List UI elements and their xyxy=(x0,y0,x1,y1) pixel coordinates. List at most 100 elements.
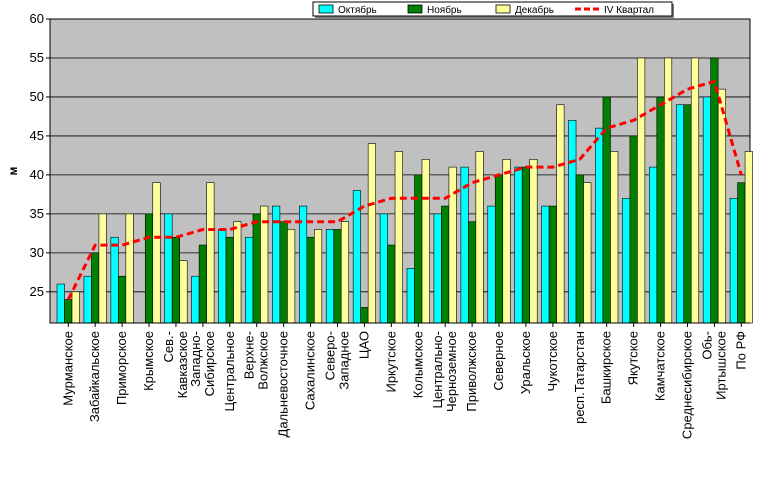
bar-november xyxy=(144,213,154,324)
legend-label-october: Октябрь xyxy=(338,4,377,16)
bar-december xyxy=(233,221,242,324)
bar-october xyxy=(702,96,711,324)
x-tick-label: ЦАО xyxy=(356,331,371,359)
bar-december xyxy=(744,151,753,324)
bar-november xyxy=(656,96,665,324)
legend-swatch-november xyxy=(407,4,423,14)
legend-label-iv-quarter: IV Квартал xyxy=(604,5,654,16)
x-tick-label: Чукотское xyxy=(545,331,560,392)
legend-box xyxy=(312,1,673,17)
x-tick-label-group: Сахалинское xyxy=(303,331,318,410)
bar-november xyxy=(306,236,315,324)
y-tick-label: 50 xyxy=(30,89,44,104)
bar-october xyxy=(433,213,442,324)
x-tick-label: Уральское xyxy=(518,331,533,394)
bar-october xyxy=(245,236,254,324)
bar-november xyxy=(198,244,207,324)
x-tick-label: Башкирское xyxy=(599,331,614,404)
x-tick-label-group: Башкирское xyxy=(599,331,614,404)
bar-december xyxy=(125,213,134,324)
bar-october xyxy=(379,213,388,324)
x-tick-label: Обь- xyxy=(699,331,714,360)
bar-december xyxy=(367,143,376,324)
bar-december xyxy=(448,166,457,324)
bar-december xyxy=(152,182,161,324)
bar-november xyxy=(441,205,450,324)
x-tick-label-group: Якутское xyxy=(626,331,641,385)
x-tick-label-group: Приморское xyxy=(114,331,129,405)
x-tick-label-group: Чукотское xyxy=(545,331,560,392)
bar-november xyxy=(118,275,127,324)
x-tick-label: Крымское xyxy=(141,331,156,391)
bar-october xyxy=(191,275,200,324)
bar-november xyxy=(629,135,638,324)
bar-december xyxy=(502,159,511,324)
y-tick-label: 35 xyxy=(30,206,44,221)
x-tick-label-group: Среднесибирское xyxy=(679,331,694,439)
bar-december xyxy=(637,57,646,324)
bar-october xyxy=(568,120,577,324)
x-tick-label: Северо- xyxy=(322,331,337,380)
bar-november xyxy=(225,236,234,324)
x-tick-label-group: Северо- Западное xyxy=(322,331,351,390)
bar-october xyxy=(83,275,92,324)
bar-december xyxy=(340,221,350,324)
x-tick-label: Дальневосточное xyxy=(276,331,291,437)
bar-december xyxy=(394,151,403,324)
bar-november xyxy=(360,307,369,324)
bar-october xyxy=(299,205,308,324)
bar-october xyxy=(649,166,658,324)
x-tick-label-group: ЦАО xyxy=(356,331,371,359)
legend: Октябрь Ноябрь Декабрь IV Квартал xyxy=(312,1,674,18)
x-tick-label: Северное xyxy=(491,331,506,390)
bar-october xyxy=(541,205,550,324)
x-tick-label-group: Обь- Иртышское xyxy=(699,331,728,400)
quarter-line xyxy=(66,79,743,301)
x-tick-label: Центрально- xyxy=(430,331,445,409)
bar-october xyxy=(272,205,281,324)
x-tick-label: Среднесибирское xyxy=(679,331,694,439)
x-tick-label-group: Приволжское xyxy=(464,331,479,412)
x-tick-label: Западное xyxy=(336,331,351,390)
x-tick-label-group: респ.Татарстан xyxy=(572,331,587,424)
legend-swatch-december xyxy=(495,4,511,14)
bar-november xyxy=(468,221,477,324)
bar-november xyxy=(387,244,396,324)
y-tick-label: 45 xyxy=(30,128,44,143)
bar-december xyxy=(260,205,269,324)
x-tick-label-group: Крымское xyxy=(141,331,156,391)
x-tick-label: Колымское xyxy=(410,331,425,398)
bar-november xyxy=(494,174,504,324)
x-tick-label-group: Северное xyxy=(491,331,506,390)
bar-december xyxy=(529,159,538,324)
x-tick-label: Черноземное xyxy=(444,331,459,412)
x-tick-label: Иртышское xyxy=(713,331,728,400)
x-tick-label-group: Мурманское xyxy=(60,331,75,406)
x-tick-label-group: Центрально- Черноземное xyxy=(430,331,459,412)
bar-december xyxy=(179,260,188,324)
bar-november xyxy=(737,182,746,324)
bar-october xyxy=(56,283,65,324)
x-tick-label: Верхне- xyxy=(242,331,257,379)
x-tick-label-group: Забайкальское xyxy=(87,331,102,422)
x-tick-label: Иркутское xyxy=(383,331,398,393)
bar-november xyxy=(333,229,342,324)
bar-october xyxy=(622,197,631,324)
x-tick-label-group: Западно- Сибирское xyxy=(188,331,217,396)
x-tick-label-group: По РФ xyxy=(733,331,748,370)
bar-october xyxy=(218,229,227,324)
x-tick-label-group: Иркутское xyxy=(383,331,398,393)
bar-november xyxy=(279,221,288,324)
bar-december xyxy=(690,57,700,324)
bar-october xyxy=(406,268,415,324)
x-tick-label: Мурманское xyxy=(60,331,75,406)
bar-november xyxy=(710,57,719,324)
bar-december xyxy=(556,104,565,324)
y-tick-label: 60 xyxy=(30,11,44,26)
x-tick-label-group: Центральное xyxy=(222,331,237,411)
bar-november xyxy=(171,236,180,324)
bar-december xyxy=(421,159,430,324)
x-tick-label-group: Дальневосточное xyxy=(276,331,291,437)
